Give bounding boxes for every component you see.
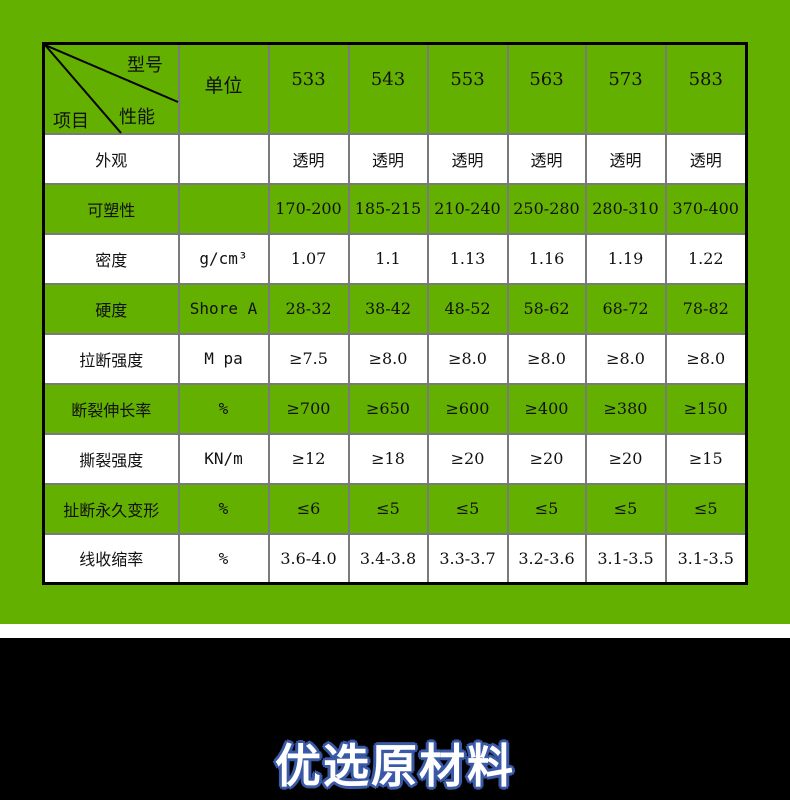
section-title: 优选原材料 — [275, 739, 515, 793]
value-cell: 透明 — [584, 132, 667, 185]
row-unit: % — [177, 382, 270, 435]
value-cell: 68-72 — [584, 282, 667, 335]
value-cell: 1.16 — [506, 232, 587, 285]
table-row: 断裂伸长率% ≥700 ≥650 ≥600 ≥400 ≥380 ≥150 — [42, 382, 748, 435]
value-cell: 170-200 — [267, 182, 350, 235]
value-cell: 1.19 — [584, 232, 667, 285]
value-cell: 250-280 — [506, 182, 587, 235]
corner-model-label: 型号 — [127, 55, 163, 76]
value-cell: 透明 — [664, 132, 748, 185]
table-row: 硬度 Shore A 28-32 38-42 48-52 58-62 68-72 78-82 — [42, 282, 748, 335]
unit-header: 单位 — [177, 42, 270, 135]
value-cell: ≥700 — [267, 382, 350, 435]
value-cell: ≥12 — [267, 432, 350, 485]
model-header: 583 — [664, 42, 748, 135]
corner-item-label: 项目 — [53, 111, 89, 132]
row-unit — [177, 132, 270, 185]
row-label: 密度 — [42, 232, 180, 285]
corner-property-label: 性能 — [119, 107, 155, 128]
value-cell: ≥15 — [664, 432, 748, 485]
value-cell: 58-62 — [506, 282, 587, 335]
value-cell: 3.1-3.5 — [664, 532, 748, 585]
value-cell: 28-32 — [267, 282, 350, 335]
row-unit: % — [177, 482, 270, 535]
corner-cell: 型号 性能 项目 — [42, 42, 180, 135]
table-row: 密度 g/cm³ 1.07 1.1 1.13 1.16 1.19 1.22 — [42, 232, 748, 285]
value-cell: 1.07 — [267, 232, 350, 285]
model-header: 543 — [347, 42, 429, 135]
row-label: 硬度 — [42, 282, 180, 335]
value-cell: 3.4-3.8 — [347, 532, 429, 585]
value-cell: 280-310 — [584, 182, 667, 235]
value-cell: ≥20 — [506, 432, 587, 485]
value-cell: 透明 — [267, 132, 350, 185]
value-cell: 78-82 — [664, 282, 748, 335]
row-unit — [177, 182, 270, 235]
value-cell: 3.2-3.6 — [506, 532, 587, 585]
value-cell: ≤5 — [426, 482, 509, 535]
row-label: 拉断强度 — [42, 332, 180, 385]
value-cell: ≥8.0 — [664, 332, 748, 385]
spec-table: 型号 性能 项目 单位 533 543 553 563 573 583 外观 透明… — [42, 42, 748, 585]
row-unit: Shore A — [177, 282, 270, 335]
value-cell: 1.22 — [664, 232, 748, 285]
row-label: 扯断永久变形 — [42, 482, 180, 535]
table-row: 扯断永久变形% ≤6 ≤5 ≤5 ≤5 ≤5 ≤5 — [42, 482, 748, 535]
model-header: 573 — [584, 42, 667, 135]
model-header: 533 — [267, 42, 350, 135]
value-cell: ≥400 — [506, 382, 587, 435]
row-unit: % — [177, 532, 270, 585]
value-cell: ≤5 — [506, 482, 587, 535]
value-cell: ≥20 — [426, 432, 509, 485]
value-cell: 透明 — [426, 132, 509, 185]
value-cell: ≥20 — [584, 432, 667, 485]
value-cell: ≤6 — [267, 482, 350, 535]
divider-band — [0, 624, 790, 638]
value-cell: 38-42 — [347, 282, 429, 335]
diagonal-lines — [45, 45, 179, 134]
value-cell: 3.1-3.5 — [584, 532, 667, 585]
table-row: 线收缩率% 3.6-4.0 3.4-3.8 3.3-3.7 3.2-3.6 3.1-3.5… — [42, 532, 748, 585]
value-cell: 3.6-4.0 — [267, 532, 350, 585]
row-label: 撕裂强度 — [42, 432, 180, 485]
value-cell: ≥18 — [347, 432, 429, 485]
model-header: 563 — [506, 42, 587, 135]
row-unit: M pa — [177, 332, 270, 385]
value-cell: 370-400 — [664, 182, 748, 235]
value-cell: 1.13 — [426, 232, 509, 285]
table-row: 撕裂强度 KN/m ≥12 ≥18 ≥20 ≥20 ≥20 ≥15 — [42, 432, 748, 485]
value-cell: ≤5 — [584, 482, 667, 535]
header-row: 型号 性能 项目 单位 533 543 553 563 573 583 — [42, 42, 748, 135]
value-cell: 185-215 — [347, 182, 429, 235]
value-cell: ≥380 — [584, 382, 667, 435]
value-cell: 透明 — [347, 132, 429, 185]
row-label: 可塑性 — [42, 182, 180, 235]
value-cell: ≤5 — [347, 482, 429, 535]
value-cell: 透明 — [506, 132, 587, 185]
value-cell: ≥7.5 — [267, 332, 350, 385]
row-unit: KN/m — [177, 432, 270, 485]
value-cell: ≥650 — [347, 382, 429, 435]
value-cell: ≤5 — [664, 482, 748, 535]
value-cell: 3.3-3.7 — [426, 532, 509, 585]
table-row: 可塑性 170-200 185-215 210-240 250-280 280-310 37… — [42, 182, 748, 235]
row-label: 外观 — [42, 132, 180, 185]
value-cell: ≥8.0 — [347, 332, 429, 385]
value-cell: ≥8.0 — [506, 332, 587, 385]
value-cell: 210-240 — [426, 182, 509, 235]
value-cell: ≥8.0 — [584, 332, 667, 385]
row-label: 断裂伸长率 — [42, 382, 180, 435]
value-cell: ≥8.0 — [426, 332, 509, 385]
model-header: 553 — [426, 42, 509, 135]
table-row: 拉断强度 M pa ≥7.5 ≥8.0 ≥8.0 ≥8.0 ≥8.0 ≥8.0 — [42, 332, 748, 385]
value-cell: 48-52 — [426, 282, 509, 335]
value-cell: ≥150 — [664, 382, 748, 435]
value-cell: 1.1 — [347, 232, 429, 285]
row-label: 线收缩率 — [42, 532, 180, 585]
row-unit: g/cm³ — [177, 232, 270, 285]
table-row: 外观 透明 透明 透明 透明 透明 透明 — [42, 132, 748, 185]
value-cell: ≥600 — [426, 382, 509, 435]
